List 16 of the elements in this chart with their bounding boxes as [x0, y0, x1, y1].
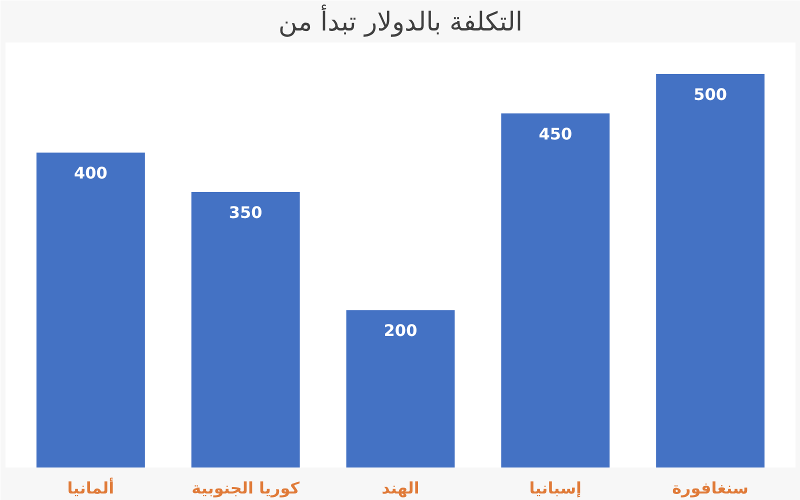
bar — [36, 152, 145, 468]
x-tick-label: كوريا الجنوبية — [192, 478, 300, 498]
x-tick-label: ألمانيا — [67, 478, 114, 498]
bar — [346, 310, 455, 468]
bar — [656, 74, 765, 468]
x-tick-label: إسبانيا — [529, 478, 582, 498]
x-tick-label: سنغافورة — [672, 478, 749, 498]
data-label: 200 — [384, 321, 418, 340]
bar — [501, 113, 610, 468]
data-label: 400 — [74, 164, 108, 183]
x-tick-label: الهند — [382, 478, 420, 498]
bar — [191, 192, 300, 468]
data-label: 450 — [538, 124, 572, 144]
data-label: 500 — [694, 84, 728, 104]
data-label: 350 — [228, 203, 262, 222]
chart-title: التكلفة بالدولار تبدأ من — [278, 4, 523, 38]
